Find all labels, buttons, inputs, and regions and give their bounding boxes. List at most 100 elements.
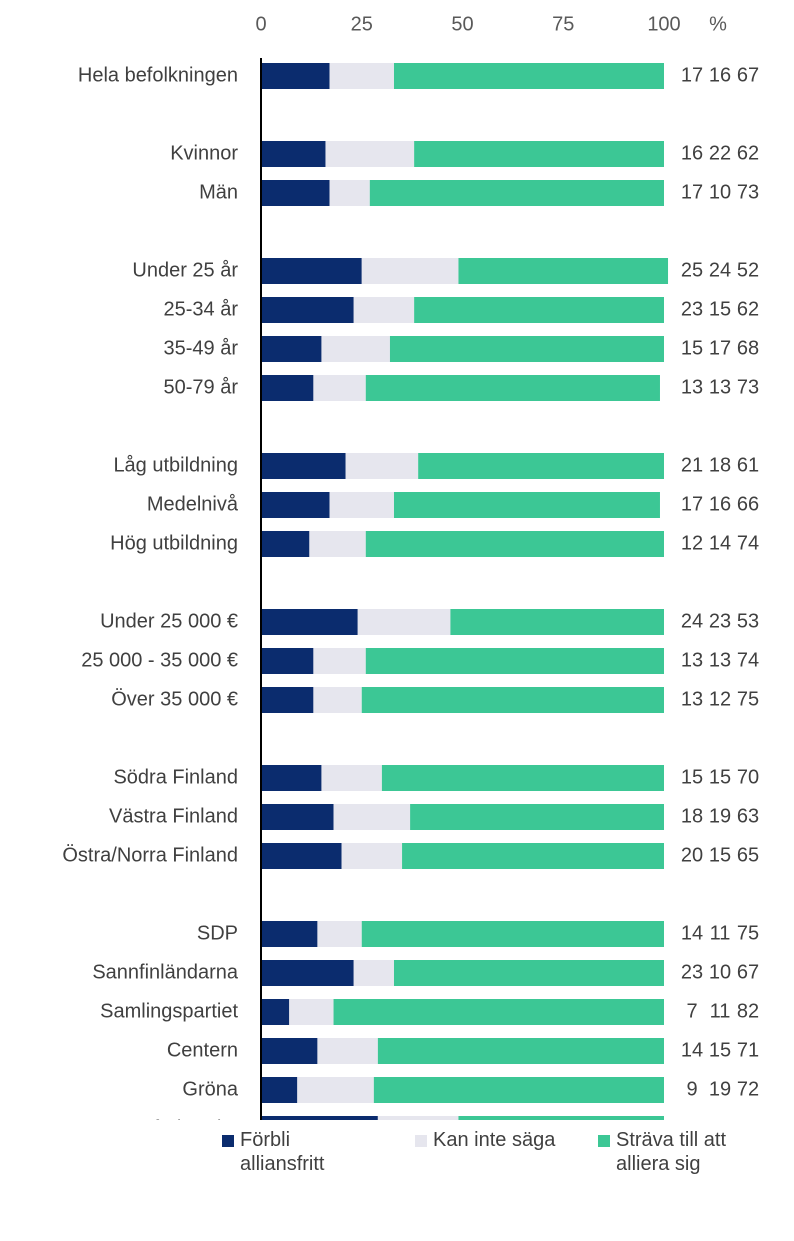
value-label: 74 (737, 649, 759, 671)
value-label: 23 (681, 298, 703, 320)
value-label: 13 (681, 649, 703, 671)
value-label: 10 (709, 961, 731, 983)
value-label: 11 (710, 1000, 731, 1022)
bar-segment (377, 1038, 664, 1064)
value-label: 14 (681, 1039, 703, 1061)
value-label: 68 (737, 337, 759, 359)
value-label: 53 (737, 610, 759, 632)
value-label: 15 (709, 844, 731, 866)
bar-segment (261, 687, 314, 713)
bar-segment (261, 843, 342, 869)
y-tick-label: Samlingspartiet (100, 1000, 238, 1022)
y-tick-label: Män (199, 181, 238, 203)
bar-segment (361, 258, 459, 284)
bar-segment (261, 141, 326, 167)
value-label: 19 (709, 805, 731, 827)
value-label: 61 (737, 454, 759, 476)
value-label: 10 (709, 181, 731, 203)
value-label: 52 (737, 259, 759, 281)
bar-segment (450, 609, 664, 635)
value-label: 16 (681, 142, 703, 164)
bar-segment (309, 531, 366, 557)
value-label: 24 (681, 610, 703, 632)
value-label: 62 (737, 142, 759, 164)
bar-segment (289, 999, 334, 1025)
bar-segment (333, 804, 411, 830)
y-tick-label: Under 25 000 € (100, 610, 238, 632)
legend-swatch (222, 1135, 234, 1147)
bar-segment (261, 999, 290, 1025)
value-label: 21 (681, 454, 703, 476)
bar-segment (261, 765, 322, 791)
bar-segment (402, 843, 664, 869)
bar-segment (261, 531, 310, 557)
value-label: 15 (709, 298, 731, 320)
bar-segment (297, 1077, 374, 1103)
bar-segment (414, 141, 664, 167)
bar-segment (261, 258, 362, 284)
bar-segment (458, 1116, 664, 1120)
bar-segment (313, 375, 366, 401)
y-tick-label: Östra/Norra Finland (62, 844, 238, 866)
y-tick-label: Södra Finland (113, 766, 238, 788)
bar-segment (261, 375, 314, 401)
bar-segment (261, 609, 358, 635)
value-label: 15 (709, 1039, 731, 1061)
legend-label: Kan inte säga (433, 1129, 556, 1151)
value-label: 7 (686, 1000, 697, 1022)
bar-segment (369, 180, 664, 206)
legend-label: Sträva till att alliera sig (616, 1129, 727, 1175)
legend-swatch (415, 1135, 427, 1147)
value-label: 23 (681, 961, 703, 983)
bar-segment (365, 375, 660, 401)
value-label: 29 (681, 1117, 703, 1120)
bar-segment (261, 960, 354, 986)
value-label: 13 (709, 376, 731, 398)
bar-segment (361, 921, 664, 947)
x-tick-label: 25 (351, 13, 373, 35)
y-tick-label: 35-49 år (164, 337, 239, 359)
bar-segment (317, 921, 362, 947)
bar-segment (393, 492, 660, 518)
legend-label: Förbli alliansfritt (240, 1129, 325, 1175)
value-label: 15 (681, 337, 703, 359)
legend-item: Sträva till att alliera sig (598, 1128, 776, 1176)
y-tick-label: Över 35 000 € (111, 688, 238, 710)
value-label: 16 (709, 493, 731, 515)
y-tick-label: Centern (167, 1039, 238, 1061)
bar-segment (373, 1077, 664, 1103)
y-tick-label: Under 25 år (132, 259, 238, 281)
value-label: 13 (681, 688, 703, 710)
bar-segment (313, 648, 366, 674)
value-label: 18 (709, 454, 731, 476)
y-tick-label: 25 000 - 35 000 € (81, 649, 238, 671)
value-label: 20 (709, 1117, 731, 1120)
bar-segment (345, 453, 419, 479)
value-label: 14 (709, 532, 731, 554)
bar-segment (261, 180, 330, 206)
x-tick-label: 75 (552, 13, 574, 35)
bar-segment (261, 63, 330, 89)
value-label: 16 (709, 64, 731, 86)
bar-segment (261, 648, 314, 674)
value-label: 17 (681, 493, 703, 515)
x-unit-label: % (709, 13, 727, 35)
bar-segment (313, 687, 362, 713)
value-label: 75 (737, 688, 759, 710)
value-label: 17 (709, 337, 731, 359)
legend-item: Kan inte säga (415, 1128, 563, 1152)
value-label: 82 (737, 1000, 759, 1022)
value-label: 15 (709, 766, 731, 788)
value-label: 12 (709, 688, 731, 710)
bar-segment (261, 492, 330, 518)
bar-segment (261, 1077, 298, 1103)
chart: % 0 25 50 75 100 Hela befolkningen 17 16 67 Kvinn… (62, 13, 759, 1120)
x-tick-label: 100 (647, 13, 680, 35)
value-label: 73 (737, 376, 759, 398)
value-label: 62 (737, 298, 759, 320)
bar-segment (389, 336, 664, 362)
y-tick-label: SDP (197, 922, 238, 944)
bar-segment (261, 1038, 318, 1064)
y-tick-label: Vänsterförbundet (85, 1117, 239, 1120)
value-label: 13 (709, 649, 731, 671)
